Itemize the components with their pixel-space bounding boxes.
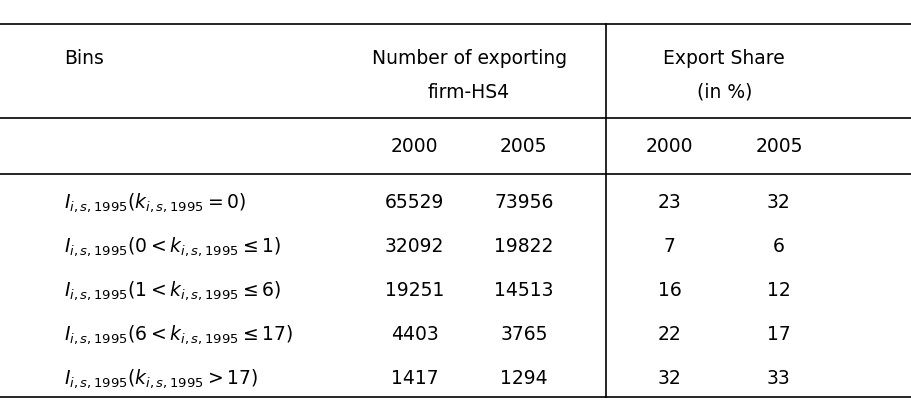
Text: $I_{i,s,1995}(k_{i,s,1995}>17)$: $I_{i,s,1995}(k_{i,s,1995}>17)$ xyxy=(64,367,258,391)
Text: 19822: 19822 xyxy=(494,237,554,256)
Text: 6: 6 xyxy=(773,237,785,256)
Text: 7: 7 xyxy=(663,237,676,256)
Text: 19251: 19251 xyxy=(384,281,445,300)
Text: Bins: Bins xyxy=(64,49,104,68)
Text: 33: 33 xyxy=(767,369,791,389)
Text: (in %): (in %) xyxy=(697,83,752,102)
Text: 12: 12 xyxy=(767,281,791,300)
Text: 22: 22 xyxy=(658,325,681,344)
Text: 2000: 2000 xyxy=(391,137,438,156)
Text: 32: 32 xyxy=(767,193,791,212)
Text: 32: 32 xyxy=(658,369,681,389)
Text: 4403: 4403 xyxy=(391,325,438,344)
Text: $I_{i,s,1995}(k_{i,s,1995}=0)$: $I_{i,s,1995}(k_{i,s,1995}=0)$ xyxy=(64,191,246,214)
Text: Export Share: Export Share xyxy=(663,49,785,68)
Text: $I_{i,s,1995}(6<k_{i,s,1995}\leq 17)$: $I_{i,s,1995}(6<k_{i,s,1995}\leq 17)$ xyxy=(64,323,292,346)
Text: 3765: 3765 xyxy=(500,325,548,344)
Text: 16: 16 xyxy=(658,281,681,300)
Text: 2000: 2000 xyxy=(646,137,693,156)
Text: 14513: 14513 xyxy=(494,281,554,300)
Text: 2005: 2005 xyxy=(755,137,803,156)
Text: 1294: 1294 xyxy=(500,369,548,389)
Text: 32092: 32092 xyxy=(384,237,445,256)
Text: 65529: 65529 xyxy=(384,193,445,212)
Text: Number of exporting: Number of exporting xyxy=(372,49,567,68)
Text: 1417: 1417 xyxy=(391,369,438,389)
Text: 2005: 2005 xyxy=(500,137,548,156)
Text: 23: 23 xyxy=(658,193,681,212)
Text: $I_{i,s,1995}(0<k_{i,s,1995}\leq 1)$: $I_{i,s,1995}(0<k_{i,s,1995}\leq 1)$ xyxy=(64,235,281,258)
Text: $I_{i,s,1995}(1<k_{i,s,1995}\leq 6)$: $I_{i,s,1995}(1<k_{i,s,1995}\leq 6)$ xyxy=(64,279,281,302)
Text: 17: 17 xyxy=(767,325,791,344)
Text: 73956: 73956 xyxy=(494,193,554,212)
Text: firm-HS4: firm-HS4 xyxy=(428,83,510,102)
